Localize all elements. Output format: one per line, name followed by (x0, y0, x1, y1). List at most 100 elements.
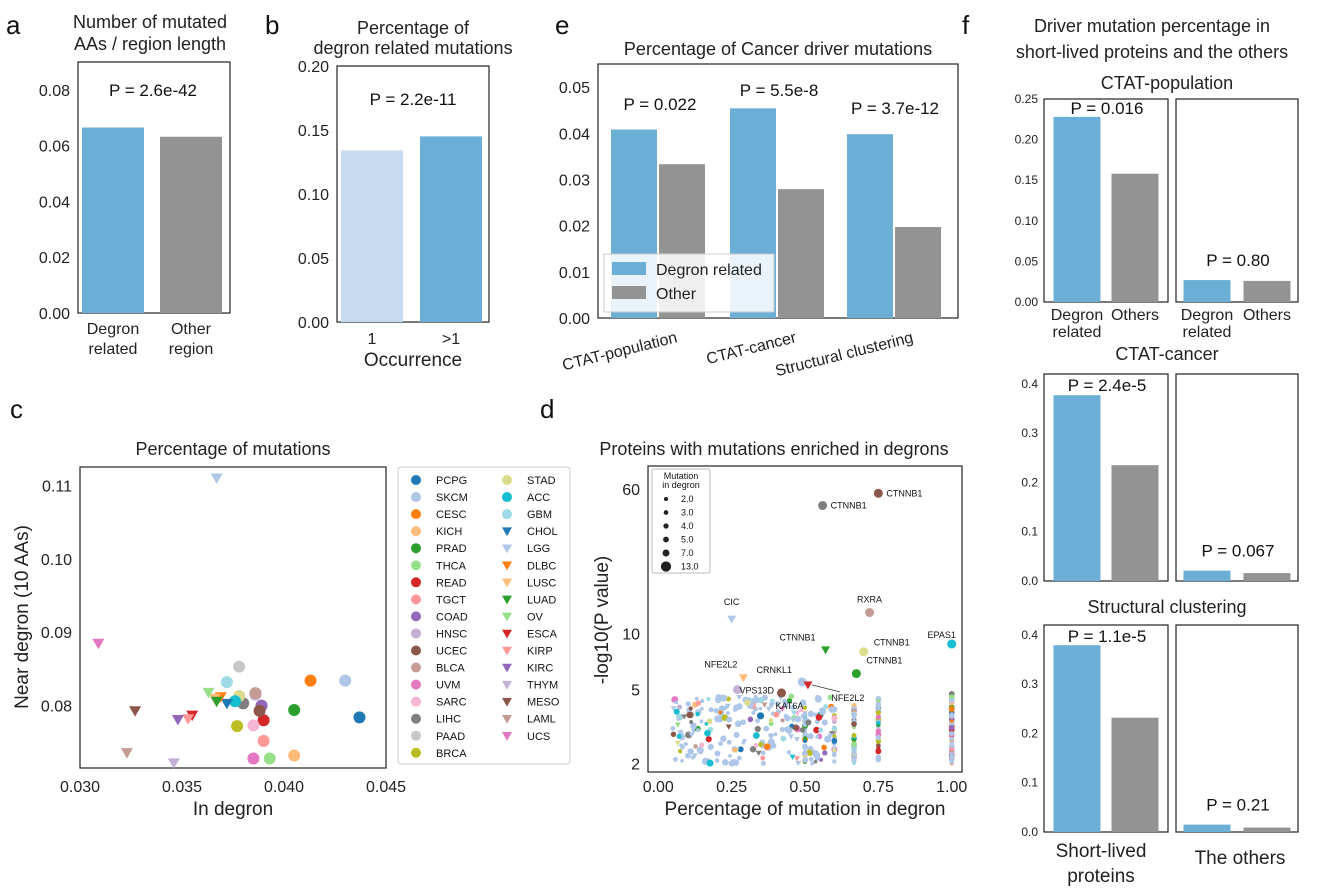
panel-d-point (674, 740, 681, 747)
panel-f-title-line2: short-lived proteins and the others (1016, 42, 1288, 62)
panel-d-size-legend-title-1: Mutation (664, 471, 699, 481)
panel-b-xlabel: Occurrence (364, 350, 462, 371)
panel-d-point-label: CTNNB1 (886, 488, 922, 498)
panel-c-legend-label: PCPG (436, 475, 467, 487)
panel-c-title: Percentage of mutations (135, 439, 330, 459)
panel-d-point (815, 734, 820, 739)
panel-c-xtick-label: 0.040 (264, 779, 304, 796)
panel-f-bar-left (1053, 116, 1101, 302)
panel-b-ytick-label: 0.20 (298, 59, 329, 76)
panel-a-bar (160, 136, 222, 313)
panel-d-point (827, 733, 834, 739)
panel-d-point (734, 720, 742, 728)
panel-d-point (744, 699, 751, 706)
panel-c-legend-marker (411, 492, 421, 503)
panel-e-title: Percentage of Cancer driver mutations (624, 39, 932, 59)
panel-d-point (784, 726, 791, 733)
panel-d-point (768, 721, 774, 727)
panel-d-point-label: CTNNB1 (831, 501, 867, 511)
panel-d-point (768, 733, 774, 739)
panel-d-point (768, 718, 774, 723)
panel-c-ytick-label: 0.10 (41, 552, 72, 569)
panel-d-point (758, 741, 764, 747)
panel-d-point (696, 728, 700, 733)
panel-c-point-chol (220, 698, 233, 710)
panel-c-point-brca (231, 720, 244, 733)
panel-d-point (876, 720, 881, 726)
panel-b-ytick-label: 0.05 (298, 251, 329, 268)
panel-f-bar-right (1243, 827, 1291, 832)
panel-d-point (949, 742, 954, 747)
panel-f-bar-right (1183, 280, 1231, 302)
panel-d-point (674, 700, 679, 705)
panel-f-group-label-proteins: proteins (1067, 866, 1135, 887)
panel-f-ytick-label: 0.10 (1015, 214, 1039, 228)
panel-c-legend-marker (411, 526, 421, 537)
panel-d-point (803, 736, 808, 741)
panel-f-ytick-label: 0.2 (1021, 726, 1038, 740)
panel-d-point (760, 760, 766, 766)
panel-d-point (793, 737, 800, 743)
panel-f-subplot-title: CTAT-cancer (1115, 344, 1218, 364)
panel-c-legend-label: CHOL (527, 526, 558, 538)
panel-d-point (732, 747, 738, 753)
panel-c-point-kirc (171, 715, 184, 726)
panel-f-group-label-short-lived: Short-lived (1056, 841, 1147, 862)
panel-d-point (689, 720, 694, 724)
panel-c-point-kirp (182, 714, 195, 725)
panel-d-size-legend-marker (663, 536, 669, 543)
panel-e-ytick-label: 0.02 (559, 219, 590, 236)
panel-f-ytick-label: 0.05 (1015, 254, 1039, 268)
panel-d-point (687, 748, 694, 755)
panel-c-legend-label: LAML (527, 714, 556, 726)
panel-d-point (799, 708, 804, 713)
panel-d-xtick-label: 1.00 (936, 779, 967, 796)
panel-d-point (794, 756, 801, 762)
panel-d-point (949, 719, 954, 723)
panel-f-bar-right (1183, 824, 1231, 832)
panel-d-point (747, 716, 754, 723)
panel-e-ytick-label: 0.01 (559, 265, 590, 282)
panel-b-bar (341, 150, 403, 322)
panel-c-legend-label: LUSC (527, 577, 556, 589)
panel-d-point (681, 714, 688, 720)
panel-c-legend-box (397, 466, 571, 765)
panel-d-point (718, 705, 726, 712)
panel-f-left-frame (1043, 373, 1169, 582)
panel-a-ytick-label: 0.02 (39, 250, 70, 267)
panel-c-legend-label: SKCM (436, 492, 468, 504)
panel-d-point (802, 744, 808, 751)
panel-d-point (705, 736, 712, 743)
panel-d-labeled-point (865, 608, 875, 618)
panel-f-bar-right (1183, 570, 1231, 581)
panel-d-point (852, 738, 856, 743)
panel-f-p-right: P = 0.80 (1206, 251, 1270, 270)
panel-letter-e: e (555, 10, 569, 40)
panel-d-point (831, 715, 838, 722)
panel-d-point (686, 711, 693, 719)
panel-c-ytick-label: 0.11 (42, 478, 72, 495)
panel-d-point (756, 712, 765, 720)
panel-d-point (752, 696, 760, 704)
panel-d-labeled-point (738, 674, 748, 683)
panel-d-point (755, 718, 760, 724)
panel-f-ytick-label: 0.0 (1021, 825, 1038, 839)
panel-d-point (720, 694, 728, 702)
panel-a-ytick-label: 0.00 (39, 306, 70, 323)
panel-a-ytick-label: 0.06 (39, 139, 70, 156)
panel-d-point (949, 759, 955, 765)
panel-b-bar (420, 136, 482, 322)
panel-d-point (680, 759, 684, 763)
panel-d-point-label: NFE2L2 (704, 660, 737, 670)
panel-b-xtick-label: 1 (368, 331, 377, 348)
panel-d-point (673, 708, 680, 715)
panel-d-size-legend-marker (663, 510, 669, 515)
panel-c-legend-label: PRAD (436, 543, 467, 555)
panel-c-xtick-label: 0.030 (60, 779, 100, 796)
panel-e-grouped-bar-chart: Percentage of Cancer driver mutations 0.0… (559, 39, 959, 380)
panel-b-ytick-label: 0.10 (298, 187, 329, 204)
panel-d-point-label: CTNNB1 (874, 638, 910, 648)
panel-f-xtick-label: related (1053, 324, 1102, 341)
panel-d-size-legend-title-2: in degron (662, 480, 700, 490)
panel-e-legend-label: Other (656, 286, 697, 303)
